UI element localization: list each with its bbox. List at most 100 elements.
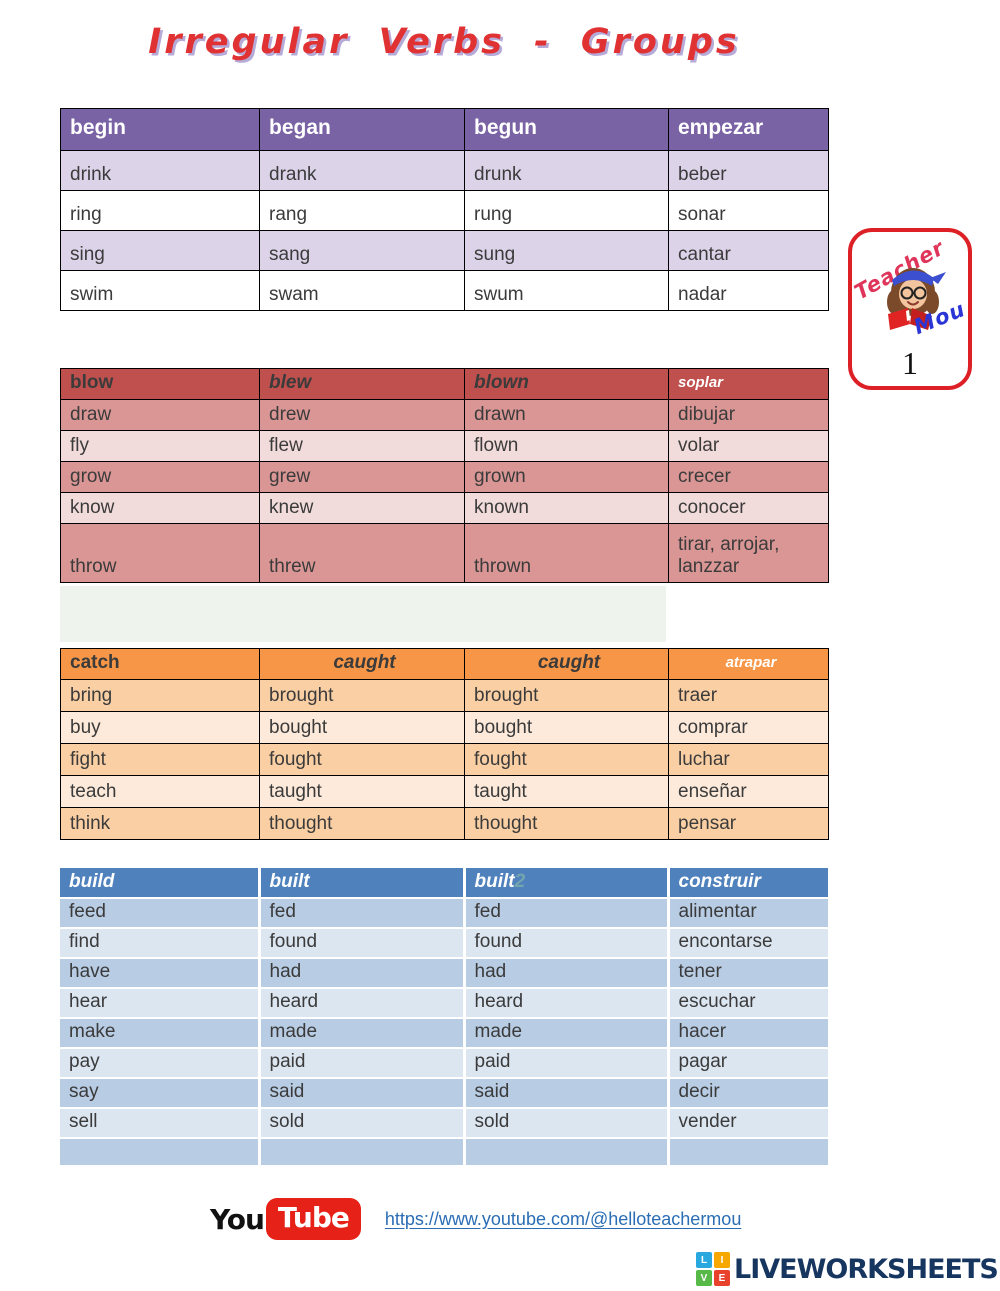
verb-cell <box>668 1138 828 1167</box>
youtube-channel-link[interactable]: https://www.youtube.com/@helloteachermou <box>384 1208 742 1229</box>
verb-table: catch caught caught atrapar bring brought brou… <box>60 648 829 840</box>
verb-cell: feed <box>60 898 261 929</box>
verb-cell: drunk <box>464 150 669 191</box>
verb-cell: have <box>60 958 261 989</box>
verb-cell: found <box>259 928 466 959</box>
header-cell: built2 <box>464 868 670 899</box>
verb-cell: hacer <box>668 1018 828 1049</box>
verb-cell: sold <box>259 1108 466 1139</box>
verb-cell: vender <box>668 1108 828 1139</box>
table-row: drink drank drunk beber <box>60 150 829 191</box>
verb-cell: swum <box>464 270 669 311</box>
verb-cell: heard <box>259 988 466 1019</box>
table-row: know knew known conocer <box>60 492 829 524</box>
verb-cell: grow <box>60 461 260 493</box>
verb-cell: swam <box>259 270 465 311</box>
verb-cell: had <box>259 958 466 989</box>
verb-cell: drink <box>60 150 260 191</box>
verb-cell <box>60 1138 261 1167</box>
verb-cell: brought <box>259 679 465 712</box>
liveworksheets-square-v: V <box>696 1270 712 1286</box>
teacher-avatar-icon <box>876 258 950 341</box>
table-row: think thought thought pensar <box>60 807 829 840</box>
verb-cell: nadar <box>668 270 829 311</box>
verb-cell: bought <box>464 711 669 744</box>
verb-cell: brought <box>464 679 669 712</box>
youtube-logo-tube-icon: Tube <box>265 1198 361 1240</box>
verb-table: begin began begun empezar drink drank drunk beb… <box>60 108 829 311</box>
verb-cell: ring <box>60 190 260 231</box>
verb-cell: sing <box>60 230 260 271</box>
verb-cell: heard <box>464 988 670 1019</box>
verb-cell: escuchar <box>668 988 828 1019</box>
header-cell: construir <box>668 868 828 899</box>
verb-cell: drank <box>259 150 465 191</box>
table-row: find found found encontarse <box>60 928 828 959</box>
table-row: fly flew flown volar <box>60 430 829 462</box>
verb-cell: tener <box>668 958 828 989</box>
verb-cell: cantar <box>668 230 829 271</box>
verb-cell: said <box>464 1078 670 1109</box>
youtube-logo-you: You <box>210 1202 265 1236</box>
spacer-band <box>60 586 666 642</box>
verb-cell: swim <box>60 270 260 311</box>
verb-cell: enseñar <box>668 775 829 808</box>
liveworksheets-square-i: I <box>714 1252 730 1268</box>
verb-cell: thrown <box>464 523 669 583</box>
verb-cell: found <box>464 928 670 959</box>
table-row: fight fought fought luchar <box>60 743 829 776</box>
verb-cell: said <box>259 1078 466 1109</box>
verb-cell: sung <box>464 230 669 271</box>
table-row: make made made hacer <box>60 1018 828 1049</box>
verb-cell: draw <box>60 399 260 431</box>
verb-cell: alimentar <box>668 898 828 929</box>
verb-cell: encontarse <box>668 928 828 959</box>
verb-cell: pagar <box>668 1048 828 1079</box>
verb-cell: tirar, arrojar, lanzzar <box>668 523 829 583</box>
youtube-row: You Tube https://www.youtube.com/@hellot… <box>210 1198 741 1240</box>
verb-cell: think <box>60 807 260 840</box>
verb-cell: drawn <box>464 399 669 431</box>
verb-cell: sang <box>259 230 465 271</box>
table-row: draw drew drawn dibujar <box>60 399 829 431</box>
liveworksheets-square-e: E <box>714 1270 730 1286</box>
page-title: Irregular Verbs - Groups <box>148 22 740 62</box>
verb-cell: made <box>259 1018 466 1049</box>
header-cell: catch <box>60 648 260 680</box>
verb-cell: beber <box>668 150 829 191</box>
header-cell: atrapar <box>668 648 829 680</box>
header-ghost-suffix: 2 <box>514 870 526 892</box>
verb-cell: threw <box>259 523 465 583</box>
verb-cell: know <box>60 492 260 524</box>
liveworksheets-wordmark: LIVEWORKSHEETS <box>734 1253 999 1285</box>
verb-cell: known <box>464 492 669 524</box>
table-row: sell sold sold vender <box>60 1108 828 1139</box>
table-row: ring rang rung sonar <box>60 190 829 231</box>
verb-cell: sell <box>60 1108 261 1139</box>
header-cell: blow <box>60 368 260 400</box>
verb-cell: bring <box>60 679 260 712</box>
verb-cell: grown <box>464 461 669 493</box>
verb-table-group-4: build built built2 construir feed fed fed alime… <box>60 868 828 1167</box>
header-cell: blew <box>259 368 465 400</box>
table-row: feed fed fed alimentar <box>60 898 828 929</box>
verb-cell: decir <box>668 1078 828 1109</box>
verb-cell: conocer <box>668 492 829 524</box>
verb-cell: grew <box>259 461 465 493</box>
verb-table-group-3: catch caught caught atrapar bring brought brou… <box>60 648 829 840</box>
table-header-row: begin began begun empezar <box>60 108 829 151</box>
table-header-row: catch caught caught atrapar <box>60 648 829 680</box>
verb-cell: paid <box>259 1048 466 1079</box>
verb-cell: bought <box>259 711 465 744</box>
verb-cell: taught <box>259 775 465 808</box>
verb-table-group-1: begin began begun empezar drink drank drunk beb… <box>60 108 829 311</box>
header-cell: build <box>60 868 261 899</box>
verb-cell <box>464 1138 670 1167</box>
table-row: grow grew grown crecer <box>60 461 829 493</box>
table-row: hear heard heard escuchar <box>60 988 828 1019</box>
table-row: say said said decir <box>60 1078 828 1109</box>
verb-cell: fought <box>259 743 465 776</box>
verb-cell: luchar <box>668 743 829 776</box>
verb-cell: make <box>60 1018 261 1049</box>
